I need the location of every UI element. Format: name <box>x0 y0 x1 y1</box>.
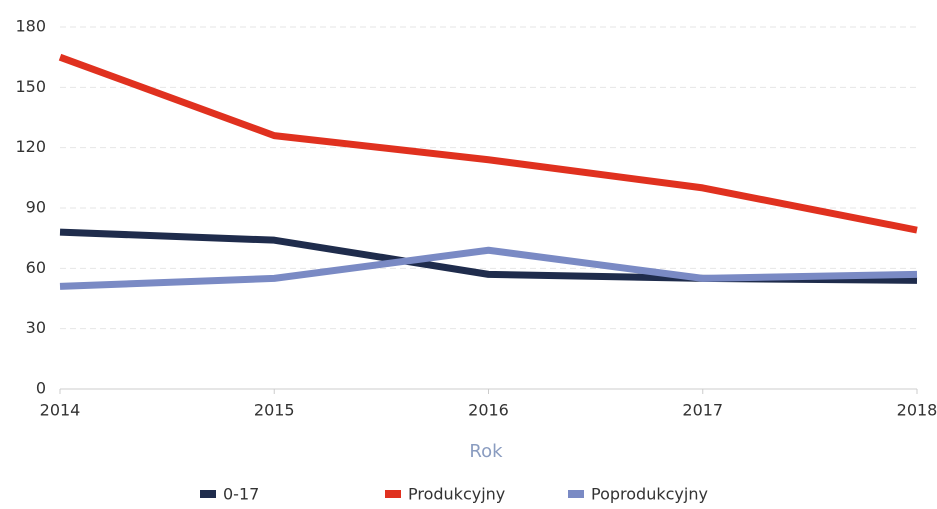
legend-label: Produkcyjny <box>408 485 505 504</box>
x-axis-label: Rok <box>469 441 503 462</box>
legend-swatch <box>568 490 584 498</box>
y-tick-label: 30 <box>26 318 46 337</box>
y-tick-label: 90 <box>26 198 46 217</box>
series-line <box>58 53 918 234</box>
legend-label: 0-17 <box>223 485 259 504</box>
legend-label: Poprodukcyjny <box>591 485 708 504</box>
y-tick-label: 180 <box>15 17 46 36</box>
series-line <box>59 246 918 290</box>
y-tick-label: 0 <box>36 379 46 398</box>
y-tick-label: 60 <box>26 258 46 277</box>
legend-swatch <box>200 490 216 498</box>
x-tick-label: 2015 <box>254 401 295 420</box>
x-tick-label: 2018 <box>897 401 937 420</box>
y-tick-label: 150 <box>15 77 46 96</box>
series-line <box>59 228 918 284</box>
legend-swatch <box>385 490 401 498</box>
x-tick-label: 2017 <box>682 401 723 420</box>
x-tick-label: 2016 <box>468 401 509 420</box>
y-tick-label: 120 <box>15 137 46 156</box>
x-tick-label: 2014 <box>40 401 81 420</box>
